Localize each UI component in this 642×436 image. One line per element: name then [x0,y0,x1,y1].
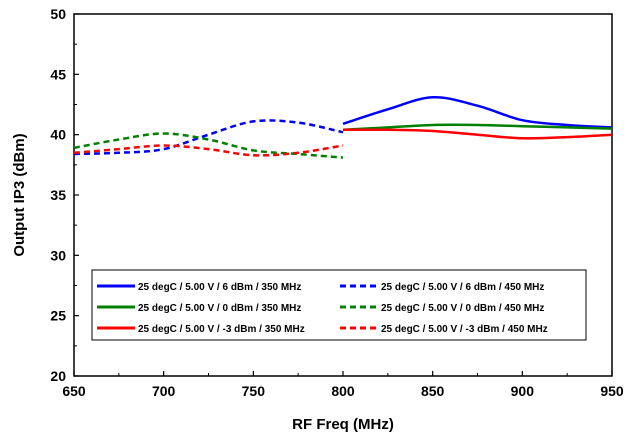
legend-label: 25 degC / 5.00 V / -3 dBm / 350 MHz [138,324,305,335]
y-axis-ticks: 20 25 30 35 40 45 50 [50,6,79,384]
x-tick-label: 950 [600,383,624,399]
legend-label: 25 degC / 5.00 V / 0 dBm / 350 MHz [138,303,301,314]
x-axis-ticks: 650 700 750 800 850 900 950 [62,371,624,399]
y-tick-label: 25 [50,308,66,324]
legend-label: 25 degC / 5.00 V / 6 dBm / 350 MHz [138,282,301,293]
legend-label: 25 degC / 5.00 V / 0 dBm / 450 MHz [381,303,544,314]
series-line-5 [73,144,344,157]
y-tick-label: 20 [50,368,66,384]
x-tick-label: 750 [242,383,266,399]
series-line-4 [342,128,613,140]
y-tick-label: 50 [50,6,66,22]
x-axis-label: RF Freq (MHz) [292,416,394,433]
y-tick-label: 45 [50,66,66,82]
x-tick-label: 900 [511,383,535,399]
legend-entries: 25 degC / 5.00 V / 6 dBm / 350 MHz 25 deg… [97,282,548,335]
legend-label: 25 degC / 5.00 V / 6 dBm / 450 MHz [381,282,544,293]
y-axis-label: Output IP3 (dBm) [11,133,28,256]
legend: 25 degC / 5.00 V / 6 dBm / 350 MHz 25 deg… [91,269,587,341]
series-line-2 [342,123,613,132]
x-tick-label: 850 [421,383,445,399]
y-tick-label: 35 [50,187,66,203]
series-line-1 [73,119,344,156]
x-tick-label: 700 [152,383,176,399]
legend-box [91,269,587,341]
series-line-3 [73,132,344,159]
series-line-0 [342,96,613,129]
y-tick-label: 30 [50,247,66,263]
y-tick-label: 40 [50,127,66,143]
legend-label: 25 degC / 5.00 V / -3 dBm / 450 MHz [381,324,548,335]
x-tick-label: 800 [331,383,355,399]
x-tick-label: 650 [62,383,86,399]
series-lines [73,96,613,159]
